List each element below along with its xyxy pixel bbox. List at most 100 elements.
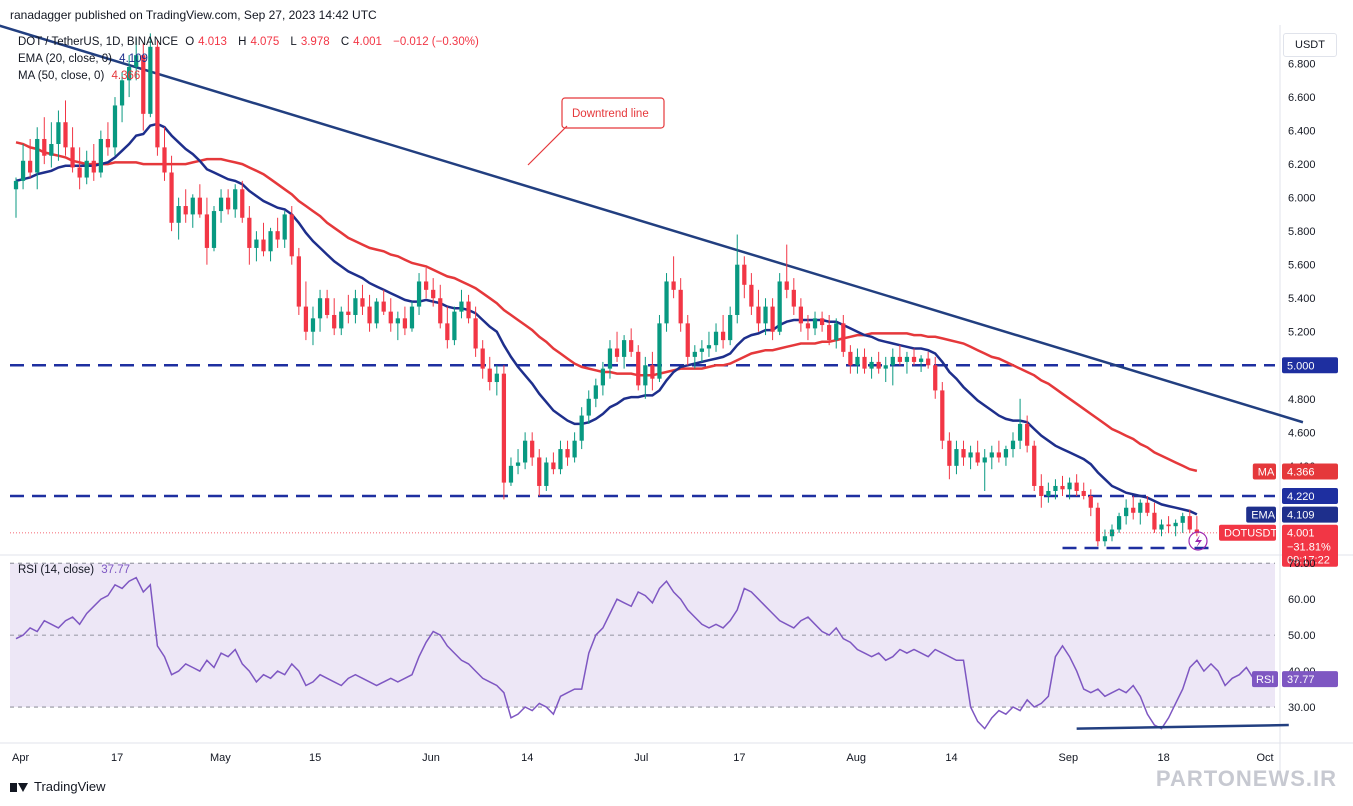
candle-body: [1124, 507, 1129, 517]
candle-body: [211, 211, 217, 248]
candle-body: [720, 331, 726, 341]
candle-body: [1074, 482, 1079, 491]
candle-body: [473, 318, 478, 349]
price-tick-label: 6.000: [1288, 193, 1316, 205]
candle-body: [127, 66, 132, 81]
price-tick-label: 4.800: [1288, 394, 1316, 406]
price-tick-label: 4.600: [1288, 427, 1316, 439]
candle-body: [1067, 482, 1072, 490]
candle-body: [13, 180, 19, 190]
candle-body: [388, 311, 393, 324]
candle-body: [155, 46, 160, 148]
candle-body: [1116, 516, 1122, 530]
candle-body: [416, 281, 422, 307]
candle-body: [332, 314, 337, 329]
rsi-label: RSI (14, close): [18, 564, 95, 576]
candle-body: [522, 440, 528, 463]
candle-body: [629, 340, 634, 352]
ema-label: EMA (20, close, 0): [18, 53, 112, 65]
candle-body: [275, 231, 280, 240]
candle-body: [268, 231, 273, 252]
candle-body: [296, 256, 301, 307]
ema20-line: [15, 122, 1198, 516]
change-value: −0.012 (−0.30%): [393, 36, 479, 48]
candle-body: [367, 306, 372, 324]
candle-body: [70, 147, 75, 168]
candle-body: [897, 356, 902, 362]
rsi-line: [15, 576, 1255, 730]
time-tick-label: 15: [309, 752, 321, 764]
high-value: H 4.075: [238, 36, 280, 48]
candle-body: [261, 239, 266, 252]
candle-body: [91, 160, 96, 173]
tradingview-logo-icon: [10, 781, 28, 793]
candle-body: [982, 457, 987, 463]
candle-body: [784, 281, 789, 290]
ma-tag-bg: [1252, 463, 1276, 480]
candle-body: [1187, 516, 1192, 530]
candle-body: [657, 323, 662, 379]
symbol-name[interactable]: DOT / TetherUS, 1D, BINANCE: [18, 36, 178, 48]
candle-body: [1152, 512, 1157, 530]
candle-body: [1032, 445, 1037, 486]
candle-body: [395, 318, 400, 324]
candle-body: [770, 306, 775, 332]
candle-body: [904, 356, 910, 362]
candle-body: [756, 306, 761, 324]
candle-body: [141, 55, 146, 114]
publisher-header: ranadagger published on TradingView.com,…: [10, 8, 377, 22]
candle-body: [289, 214, 294, 257]
candle-body: [600, 368, 606, 386]
currency-button[interactable]: USDT: [1283, 33, 1337, 57]
annotation-pointer: [527, 125, 568, 166]
candle-body: [1046, 490, 1051, 497]
candle-body: [508, 465, 514, 483]
candle-body: [614, 348, 620, 357]
alert-circle: [1188, 531, 1208, 551]
candle-body: [798, 306, 804, 324]
close-value: C 4.001: [340, 36, 382, 48]
time-tick-label: 18: [1158, 752, 1170, 764]
open-value: O 4.013: [185, 36, 227, 48]
price-tick-label: 5.400: [1288, 293, 1316, 305]
candle-body: [112, 105, 118, 148]
price-tick-label: 5.800: [1288, 226, 1316, 238]
candle-body: [1081, 490, 1086, 497]
candle-body: [621, 340, 627, 357]
candle-body: [98, 138, 103, 173]
candle-body: [381, 301, 386, 312]
watermark: PARTONEWS.IR: [1155, 766, 1337, 791]
candle-body: [353, 298, 358, 315]
last-price-value: 4.001: [1287, 528, 1315, 540]
candle-body: [537, 457, 542, 486]
candle-body: [699, 348, 705, 352]
ma-legend[interactable]: MA (50, close, 0) 4.366: [18, 70, 144, 82]
candle-body: [713, 331, 719, 346]
price-tick-label: 5.600: [1288, 260, 1316, 272]
candle-body: [35, 138, 40, 173]
downtrend-line: [0, 24, 1304, 424]
candle-body: [763, 306, 768, 324]
candle-body: [1010, 440, 1016, 450]
ema-legend[interactable]: EMA (20, close, 0) 4.109: [18, 53, 152, 65]
ma-label: MA (50, close, 0): [18, 70, 105, 82]
candle-body: [1180, 516, 1185, 523]
candle-body: [954, 449, 959, 466]
ma-value: 4.366: [1287, 467, 1315, 479]
time-tick-label: 14: [521, 752, 533, 764]
candle-body: [438, 298, 443, 324]
candle-body: [911, 356, 917, 362]
candle-body: [402, 318, 408, 329]
level-5000-value-bg: [1282, 357, 1338, 374]
rsi-tag-bg: [1252, 671, 1278, 688]
candle-body: [862, 356, 867, 369]
candle-body: [834, 323, 839, 341]
candle-body: [791, 289, 796, 307]
tradingview-footer[interactable]: TradingView: [10, 779, 106, 794]
price-tick-label: 5.200: [1288, 327, 1316, 339]
time-tick-label: Oct: [1256, 752, 1273, 764]
candle-body: [996, 452, 1001, 458]
rsi-legend[interactable]: RSI (14, close) 37.77: [18, 564, 134, 576]
candle-body: [742, 264, 747, 285]
